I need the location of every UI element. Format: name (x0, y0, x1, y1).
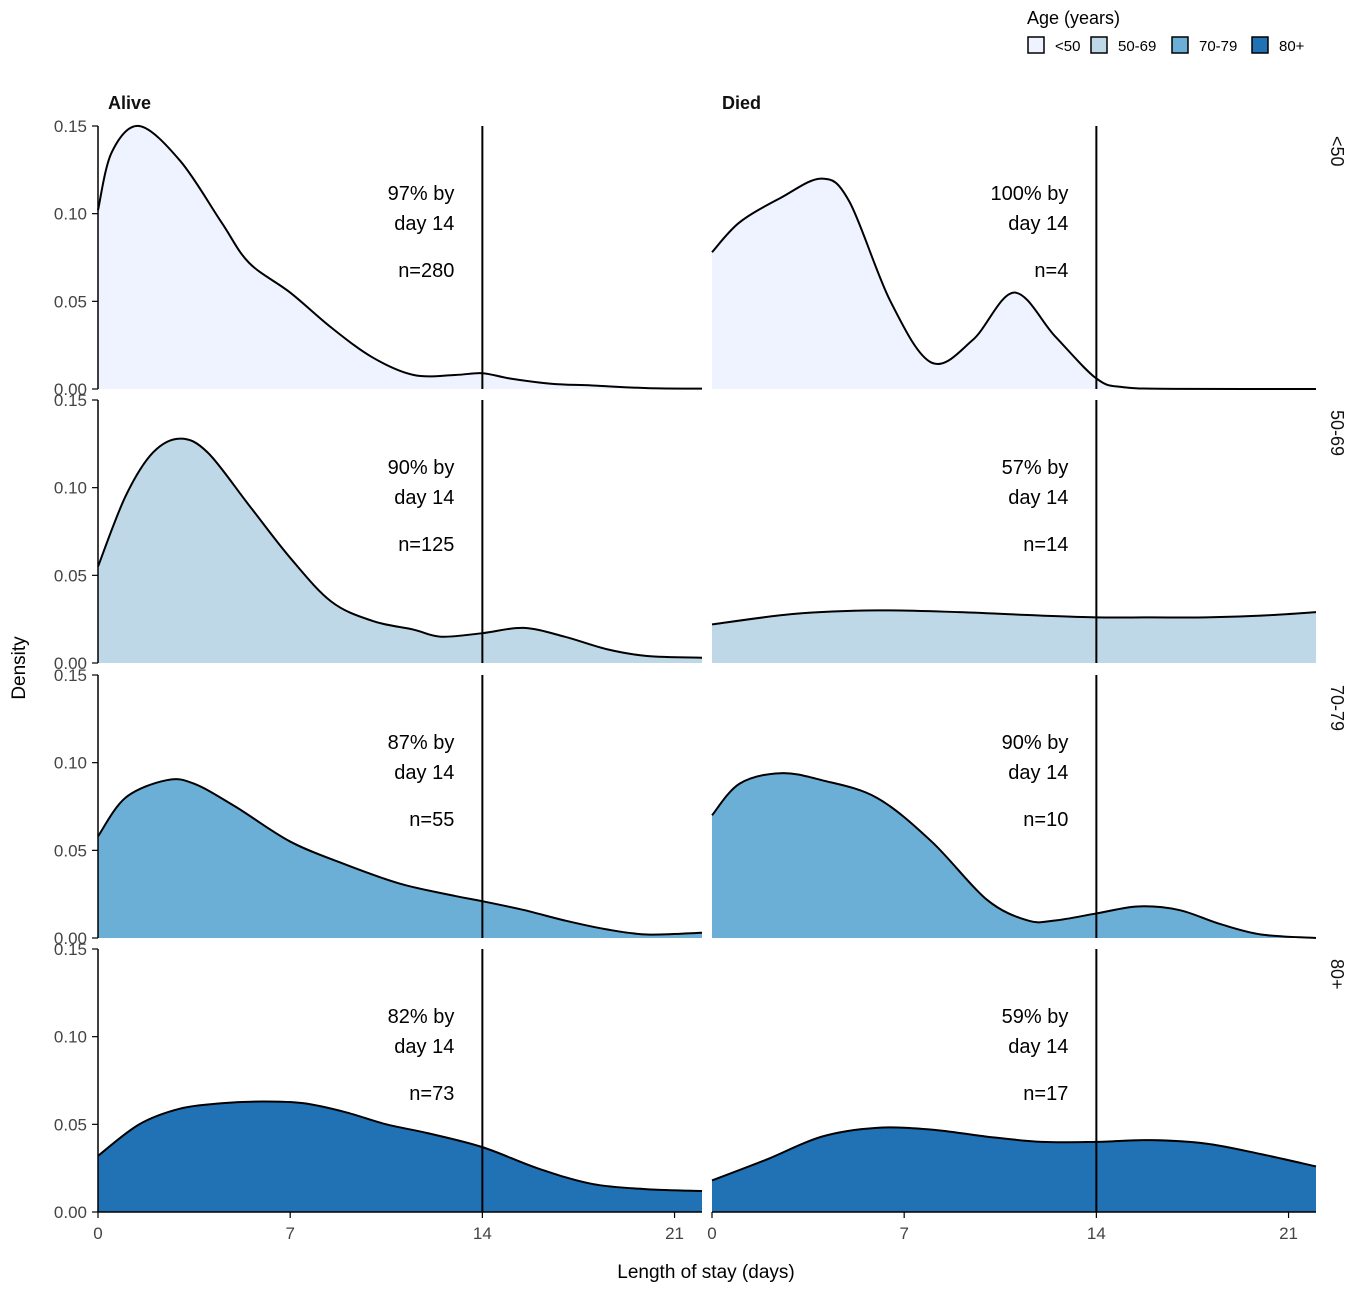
day-label: day 14 (394, 1036, 454, 1058)
n-label: n=73 (409, 1083, 454, 1105)
y-tick-label: 0.05 (54, 292, 87, 311)
row-strip-label: 70-79 (1327, 685, 1347, 731)
panels-layer: 97% by day 14 n=280 0.00 0.05 0.10 0.15 100% by… (54, 93, 1347, 1243)
y-tick-label: 0.05 (54, 1115, 87, 1134)
density-area (712, 178, 1316, 390)
legend-swatch (1251, 36, 1269, 54)
x-tick-label: 14 (1087, 1224, 1106, 1243)
pct-label: 97% by (388, 183, 455, 205)
y-tick-label: 0.00 (54, 380, 87, 399)
density-curve (97, 1100, 703, 1192)
density-curve (97, 437, 703, 659)
legend-swatch (1171, 36, 1189, 54)
density-area (98, 438, 702, 663)
day-label: day 14 (1008, 1036, 1068, 1058)
pct-label: 90% by (1002, 732, 1069, 754)
n-label: n=14 (1023, 534, 1068, 556)
panel-alive-1: 90% by day 14 n=125 0.00 0.05 0.10 0.15 (54, 391, 703, 673)
y-tick-label: 0.00 (54, 654, 87, 673)
legend-label: <50 (1055, 38, 1080, 55)
density-curve (711, 609, 1317, 626)
panel-died-0: 100% by day 14 n=4 (711, 126, 1317, 391)
n-label: n=55 (409, 809, 454, 831)
legend-label: 70-79 (1199, 38, 1237, 55)
y-tick-label: 0.05 (54, 841, 87, 860)
day-label: day 14 (394, 762, 454, 784)
n-label: n=4 (1034, 260, 1068, 282)
panel-died-3: 59% by day 14 n=17 0 7 14 21 (707, 949, 1317, 1243)
y-tick-label: 0.05 (54, 566, 87, 585)
y-tick-label: 0.15 (54, 666, 87, 685)
y-tick-label: 0.10 (54, 754, 87, 773)
day-label: day 14 (1008, 487, 1068, 509)
legend-label: 50-69 (1118, 38, 1156, 55)
legend-swatch (1090, 36, 1108, 54)
panel-alive-3: 82% by day 14 n=73 0.00 0.05 0.10 0.15 0 7 14 21 (54, 940, 703, 1243)
y-tick-label: 0.00 (54, 1203, 87, 1222)
day-label: day 14 (1008, 762, 1068, 784)
x-tick-label: 21 (1279, 1224, 1298, 1243)
legend-entries: <50 50-69 70-79 80+ (1027, 36, 1305, 55)
x-axis-title: Length of stay (days) (617, 1262, 794, 1283)
legend-swatch (1027, 36, 1045, 54)
density-area (712, 1127, 1316, 1212)
density-curve (97, 124, 703, 390)
panel-alive-0: 97% by day 14 n=280 0.00 0.05 0.10 0.15 (54, 117, 703, 399)
density-area (712, 773, 1316, 938)
y-tick-label: 0.10 (54, 479, 87, 498)
n-label: n=10 (1023, 809, 1068, 831)
day-label: day 14 (1008, 213, 1068, 235)
density-area (98, 1101, 702, 1212)
day-label: day 14 (394, 487, 454, 509)
y-tick-label: 0.15 (54, 117, 87, 136)
pct-label: 82% by (388, 1006, 455, 1028)
panel-alive-2: 87% by day 14 n=55 0.00 0.05 0.10 0.15 (54, 666, 703, 948)
legend-title: Age (years) (1027, 8, 1120, 28)
pct-label: 57% by (1002, 457, 1069, 479)
y-tick-label: 0.10 (54, 1028, 87, 1047)
y-axis-title: Density (9, 636, 30, 700)
pct-label: 100% by (991, 183, 1069, 205)
n-label: n=17 (1023, 1083, 1068, 1105)
row-strip-label: 50-69 (1327, 410, 1347, 456)
n-label: n=280 (398, 260, 454, 282)
panel-died-2: 90% by day 14 n=10 (711, 675, 1317, 939)
x-tick-label: 7 (899, 1224, 908, 1243)
x-tick-label: 0 (93, 1224, 102, 1243)
column-strip-died: Died (722, 93, 761, 113)
column-strip-alive: Alive (108, 93, 151, 113)
density-area (98, 779, 702, 938)
pct-label: 90% by (388, 457, 455, 479)
row-strip-label: <50 (1327, 136, 1347, 167)
x-tick-label: 7 (285, 1224, 294, 1243)
pct-label: 87% by (388, 732, 455, 754)
x-tick-label: 0 (707, 1224, 716, 1243)
y-tick-label: 0.15 (54, 940, 87, 959)
y-tick-label: 0.00 (54, 929, 87, 948)
density-curve (711, 177, 1317, 391)
pct-label: 59% by (1002, 1006, 1069, 1028)
legend: Age (years) <50 50-69 70-79 80+ (1027, 8, 1305, 55)
row-strip-label: 80+ (1327, 959, 1347, 990)
n-label: n=125 (398, 534, 454, 556)
y-tick-label: 0.15 (54, 391, 87, 410)
panel-died-1: 57% by day 14 n=14 (711, 400, 1317, 663)
x-tick-label: 21 (665, 1224, 684, 1243)
day-label: day 14 (394, 213, 454, 235)
y-tick-label: 0.10 (54, 205, 87, 224)
legend-label: 80+ (1279, 38, 1305, 55)
density-area (712, 610, 1316, 663)
x-tick-label: 14 (473, 1224, 492, 1243)
density-curve (711, 772, 1317, 939)
density-curve (97, 778, 703, 936)
density-area (98, 125, 702, 389)
density-curve (711, 1126, 1317, 1182)
